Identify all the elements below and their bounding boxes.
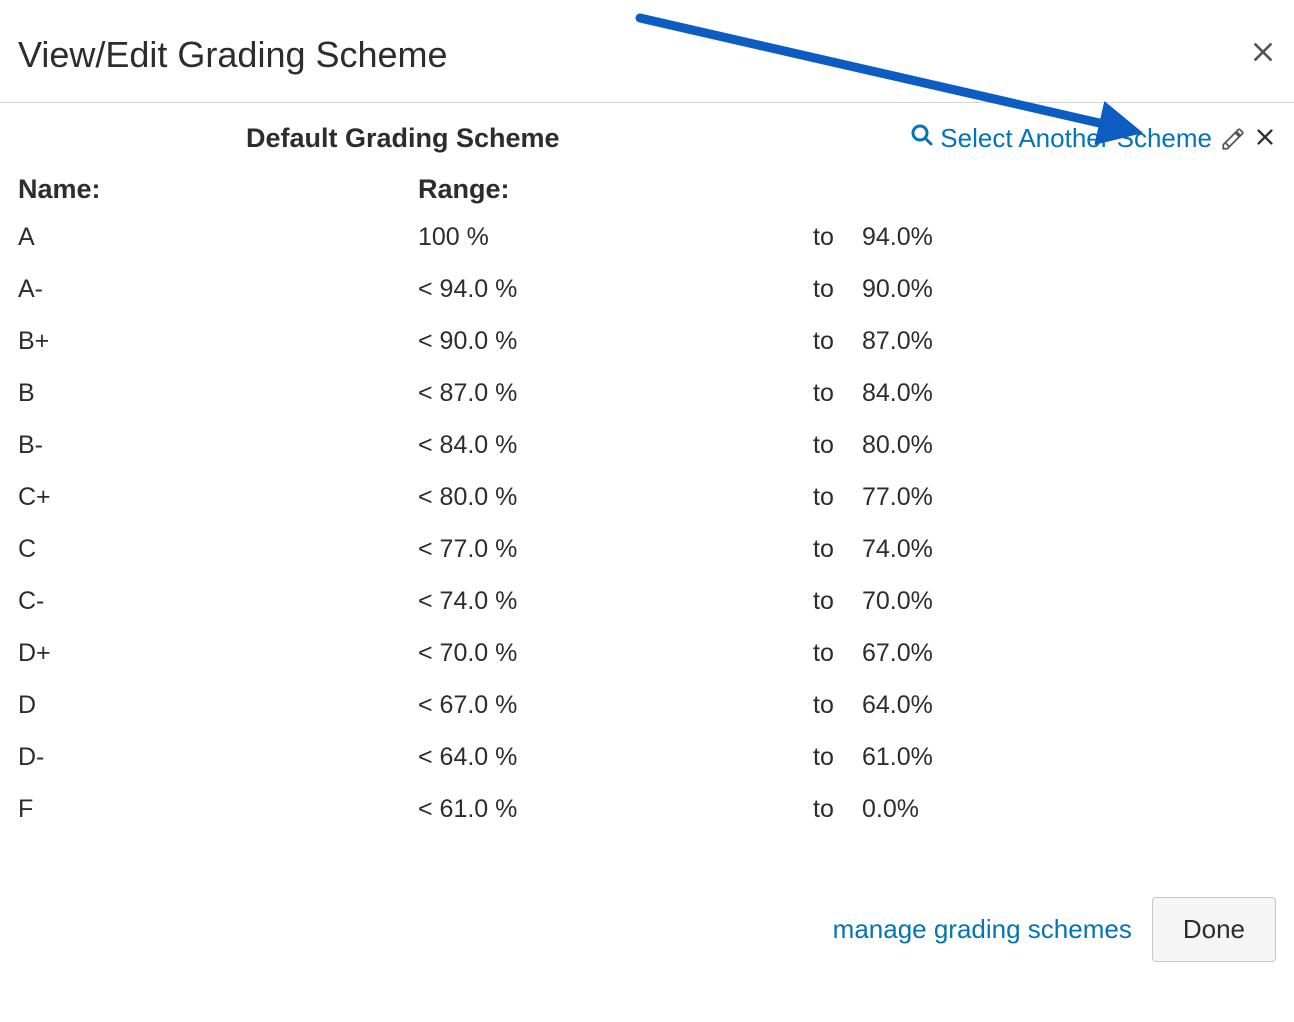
to-label: to [813,691,862,720]
grade-name: D [18,691,418,720]
grade-upper: < 61.0 % [418,795,813,824]
grade-upper: < 80.0 % [418,483,813,512]
grade-name: A [18,223,418,252]
to-label: to [813,535,862,564]
grade-upper: < 67.0 % [418,691,813,720]
grade-upper: < 94.0 % [418,275,813,304]
grade-upper: < 74.0 % [418,587,813,616]
grade-upper: < 84.0 % [418,431,813,460]
to-label: to [813,743,862,772]
grade-upper: < 77.0 % [418,535,813,564]
grade-lower: 94.0% [862,223,933,252]
close-icon[interactable] [1250,39,1276,71]
to-label: to [813,795,862,824]
grade-upper: < 90.0 % [418,327,813,356]
table-row: C+< 80.0 %to77.0% [18,483,1276,535]
scheme-header-row: Default Grading Scheme Select Another Sc… [18,123,1276,154]
grade-name: B [18,379,418,408]
to-label: to [813,327,862,356]
grade-upper: 100 % [418,223,813,252]
grade-name: F [18,795,418,824]
modal-body: Default Grading Scheme Select Another Sc… [0,103,1294,847]
grade-name: D- [18,743,418,772]
table-row: C< 77.0 %to74.0% [18,535,1276,587]
table-row: A100 %to94.0% [18,223,1276,275]
table-row: F< 61.0 %to0.0% [18,795,1276,847]
table-row: D+< 70.0 %to67.0% [18,639,1276,691]
pencil-icon[interactable] [1220,126,1246,152]
grade-lower: 87.0% [862,327,933,356]
select-another-label: Select Another Scheme [940,123,1212,154]
table-row: A-< 94.0 %to90.0% [18,275,1276,327]
table-row: D< 67.0 %to64.0% [18,691,1276,743]
grade-lower: 74.0% [862,535,933,564]
grading-table: Name: Range: A100 %to94.0%A-< 94.0 %to90… [18,174,1276,847]
grade-lower: 0.0% [862,795,919,824]
grade-lower: 61.0% [862,743,933,772]
grade-name: C+ [18,483,418,512]
table-row: B< 87.0 %to84.0% [18,379,1276,431]
table-row: B+< 90.0 %to87.0% [18,327,1276,379]
column-header-range: Range: [418,174,818,205]
grade-lower: 90.0% [862,275,933,304]
close-scheme-icon[interactable] [1254,126,1276,152]
grade-name: C- [18,587,418,616]
to-label: to [813,431,862,460]
grade-name: A- [18,275,418,304]
done-button[interactable]: Done [1152,897,1276,962]
grade-name: C [18,535,418,564]
grade-lower: 70.0% [862,587,933,616]
to-label: to [813,483,862,512]
grade-lower: 77.0% [862,483,933,512]
grade-name: D+ [18,639,418,668]
table-row: C-< 74.0 %to70.0% [18,587,1276,639]
select-another-scheme-link[interactable]: Select Another Scheme [910,123,1212,154]
to-label: to [813,275,862,304]
to-label: to [813,587,862,616]
table-row: B-< 84.0 %to80.0% [18,431,1276,483]
grade-upper: < 87.0 % [418,379,813,408]
to-label: to [813,639,862,668]
table-rows-container: A100 %to94.0%A-< 94.0 %to90.0%B+< 90.0 %… [18,223,1276,847]
to-label: to [813,379,862,408]
grade-name: B- [18,431,418,460]
grade-upper: < 70.0 % [418,639,813,668]
scheme-title: Default Grading Scheme [246,123,560,154]
grade-name: B+ [18,327,418,356]
to-label: to [813,223,862,252]
table-row: D-< 64.0 %to61.0% [18,743,1276,795]
grade-upper: < 64.0 % [418,743,813,772]
grade-lower: 84.0% [862,379,933,408]
search-icon [910,123,934,154]
grade-lower: 67.0% [862,639,933,668]
table-header-row: Name: Range: [18,174,1276,205]
modal-header: View/Edit Grading Scheme [0,0,1294,103]
grade-lower: 64.0% [862,691,933,720]
modal-title: View/Edit Grading Scheme [18,34,448,76]
modal-footer: manage grading schemes Done [0,877,1294,982]
column-header-name: Name: [18,174,418,205]
manage-grading-schemes-link[interactable]: manage grading schemes [833,914,1132,945]
grade-lower: 80.0% [862,431,933,460]
